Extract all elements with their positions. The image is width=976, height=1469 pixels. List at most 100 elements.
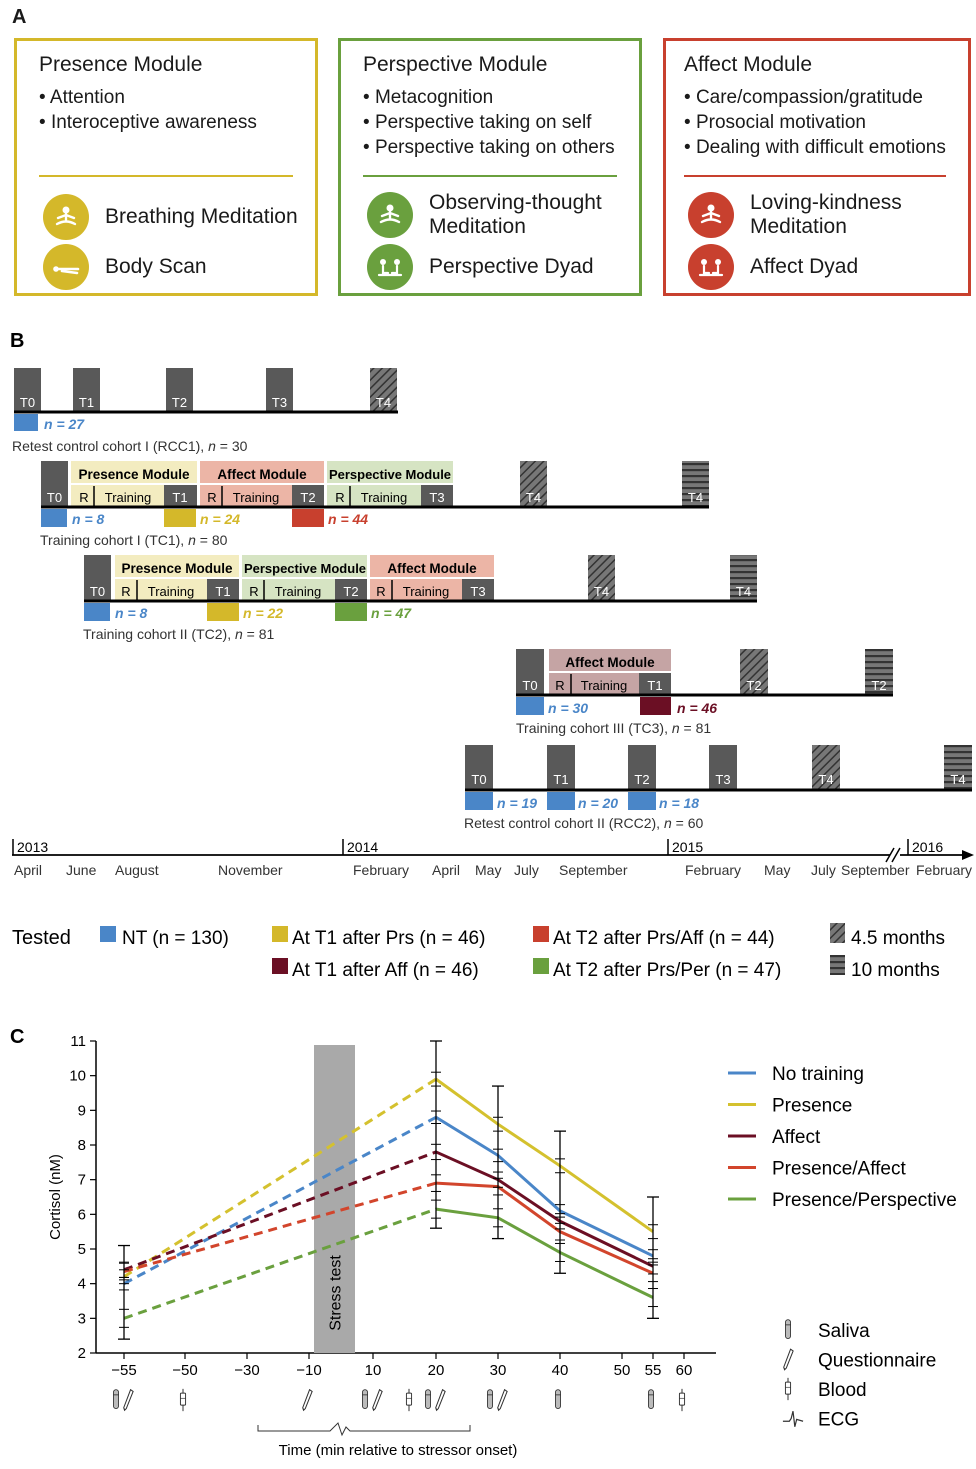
practice-label: Loving-kindness Meditation [750, 191, 902, 238]
tested-legend: Tested NT (n = 130) At T1 after Prs (n =… [12, 923, 945, 981]
n-label: n = 46 [677, 700, 717, 716]
legend-swatch [533, 958, 549, 974]
module-band-perspective [327, 461, 453, 483]
tested-marker [335, 603, 367, 621]
sub-label: Training [148, 584, 194, 599]
timepoint-label: T3 [470, 584, 485, 599]
perspective-module-box: Perspective Module Metacognition Perspec… [338, 38, 642, 296]
legend-swatch-striped [830, 955, 845, 975]
module-bullets: Metacognition Perspective taking on self… [363, 85, 639, 160]
month-label: July [514, 862, 539, 878]
series-line [435, 1077, 654, 1233]
timepoint-label: T4 [688, 490, 703, 505]
cohort-rcc1: T0 T1 T2 T3 T4 n = 27 Retest control coh… [12, 368, 398, 454]
timepoint-block [639, 673, 671, 695]
timepoint-label: T3 [429, 490, 444, 505]
saliva-icon [112, 1389, 120, 1410]
timepoint-label: T3 [272, 395, 287, 410]
tested-marker [292, 509, 324, 527]
timepoint-block [465, 745, 493, 790]
timepoint-label: T0 [20, 395, 35, 410]
n-label: n = 18 [659, 795, 699, 811]
sub-label: R [207, 490, 216, 505]
questionnaire-icon [435, 1389, 446, 1411]
y-axis-title: Cortisol (nM) [47, 1154, 64, 1240]
module-band-label: Affect Module [565, 655, 655, 670]
bullet-item: Perspective taking on others [363, 135, 639, 160]
timepoint-label: T2 [871, 678, 886, 693]
x-tick-label: −55 [111, 1362, 136, 1379]
meditation-icon [367, 192, 413, 238]
n-label: n = 27 [44, 416, 85, 432]
x-tick-label: 50 [614, 1362, 631, 1379]
timepoint-block-hatched [520, 461, 547, 507]
legend-label: 10 months [851, 960, 940, 981]
timepoint-block [709, 745, 737, 790]
series-line [435, 1115, 654, 1258]
timepoint-label: T2 [172, 395, 187, 410]
tested-marker [628, 792, 656, 810]
questionnaire-icon [123, 1389, 134, 1411]
legend-label: At T1 after Prs (n = 46) [292, 928, 485, 949]
saliva-icon [647, 1389, 655, 1410]
timepoint-label: T4 [950, 772, 965, 787]
module-band-affect [200, 461, 324, 483]
legend-swatch-hatched [830, 923, 845, 943]
y-tick-label: 8 [78, 1137, 86, 1154]
bullet-item: Interoceptive awareness [39, 110, 315, 135]
saliva-icon [486, 1389, 494, 1410]
questionnaire-icon [783, 1348, 794, 1371]
month-label: April [432, 862, 460, 878]
n-label: n = 44 [328, 511, 368, 527]
legend-label: No training [772, 1064, 864, 1085]
timepoint-block [41, 461, 68, 507]
questionnaire-icon [497, 1389, 508, 1411]
bullet-item: Dealing with difficult emotions [684, 135, 968, 160]
module-band-affect [370, 555, 494, 577]
year-label: 2016 [912, 839, 943, 855]
tested-marker [547, 792, 575, 810]
series-dashed-segment [123, 1207, 437, 1320]
year-label: 2013 [17, 839, 48, 855]
timepoint-block [628, 745, 656, 790]
bullet-item: Attention [39, 85, 315, 110]
timepoint-label: T4 [594, 584, 609, 599]
cohort-label: Retest control cohort II (RCC2), n = 60 [464, 815, 704, 831]
tested-marker [516, 697, 544, 715]
timepoint-label: T4 [818, 772, 833, 787]
cohort-label: Training cohort III (TC3), n = 81 [516, 720, 711, 736]
x-tick-label: 10 [365, 1362, 382, 1379]
blood-icon [179, 1388, 187, 1412]
practice-label: Body Scan [105, 255, 207, 278]
panel-c-letter: C [10, 1026, 24, 1048]
x-tick-label: 20 [428, 1362, 445, 1379]
timepoint-label: T4 [736, 584, 751, 599]
practice-label: Breathing Meditation [105, 205, 298, 228]
timepoint-label: T3 [715, 772, 730, 787]
ecg-icon [782, 1410, 804, 1428]
month-label: February [353, 862, 409, 878]
series-dashed-segment [123, 1181, 437, 1273]
tested-marker [164, 509, 196, 527]
timepoint-block [207, 579, 239, 601]
timepoint-block [73, 368, 100, 412]
blood-icon [784, 1377, 792, 1401]
timepoint-block-hatched [740, 649, 768, 695]
timepoint-block [335, 579, 367, 601]
timepoint-label: T1 [553, 772, 568, 787]
month-label: September [841, 862, 910, 878]
timepoint-block [166, 368, 193, 412]
legend-label: At T1 after Aff (n = 46) [292, 960, 479, 981]
timepoint-label: T4 [376, 395, 391, 410]
y-tick-label: 10 [69, 1068, 86, 1085]
sub-label: Training [403, 584, 449, 599]
n-label: n = 24 [200, 511, 240, 527]
sub-label: Training [275, 584, 321, 599]
saliva-icon [784, 1319, 792, 1340]
measure-legend-label: ECG [818, 1410, 859, 1431]
ecg-bracket [257, 1422, 471, 1437]
timepoint-block-hatched [588, 555, 615, 601]
timepoint-block [292, 485, 324, 507]
month-label: July [811, 862, 836, 878]
bullet-item: Care/compassion/gratitude [684, 85, 968, 110]
